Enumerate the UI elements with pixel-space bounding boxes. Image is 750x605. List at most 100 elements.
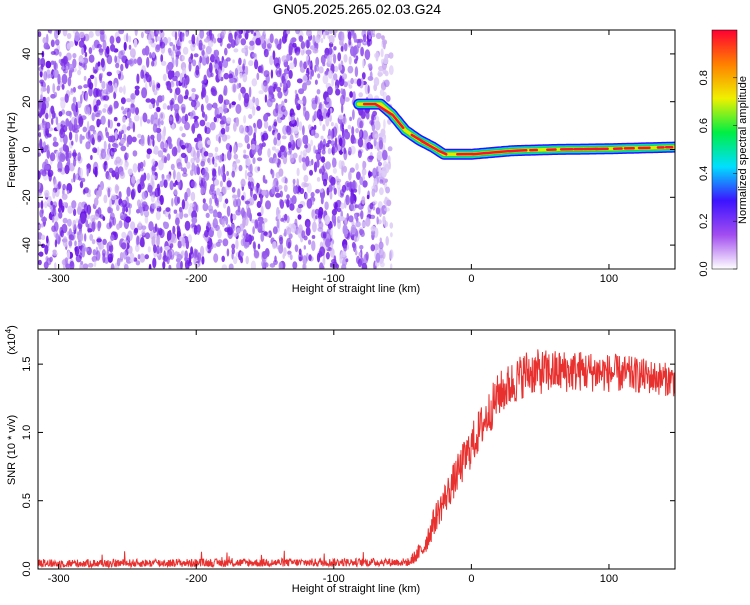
spectrogram-noise-mark (368, 63, 373, 68)
spectrogram-noise-mark (172, 147, 178, 157)
spectrogram-noise-mark (158, 228, 162, 236)
spectrogram-noise-mark (158, 118, 161, 128)
spectrogram-noise-mark (48, 74, 53, 78)
spectrogram-noise-mark (390, 222, 394, 228)
spectrogram-noise-mark (109, 240, 113, 245)
colorbar-tick-label: 0.4 (698, 166, 710, 181)
spectrogram-noise-mark (372, 168, 377, 179)
spectrogram-noise-mark (170, 243, 174, 248)
spectrogram-noise-mark (244, 134, 249, 143)
spectrogram-noise-mark (81, 63, 85, 67)
spectrogram-noise-mark (227, 206, 231, 217)
spectrogram-noise-mark (126, 187, 130, 197)
spectrogram-noise-mark (94, 77, 97, 88)
spectrogram-noise-mark (377, 151, 383, 161)
spectrogram-noise-mark (227, 180, 232, 187)
spectrogram-noise-mark (212, 89, 217, 96)
spectrogram-noise-mark (78, 114, 82, 122)
spectrogram-noise-mark (59, 52, 62, 57)
spectrogram-noise-mark (362, 180, 367, 187)
spectrogram-noise-mark (317, 29, 322, 38)
spectrogram-noise-mark (162, 95, 165, 101)
y-tick-label: 0.5 (21, 493, 33, 508)
spectrogram-noise-mark (388, 146, 393, 151)
spectrogram-noise-mark (148, 221, 153, 231)
spectrogram-noise-mark (333, 54, 336, 64)
spectrogram-noise-mark (110, 234, 114, 241)
spectrogram-noise-mark (280, 145, 285, 152)
spectrogram-noise-mark (67, 33, 72, 39)
spectrogram-noise-mark (107, 207, 111, 214)
spectrogram-noise-mark (218, 94, 223, 103)
spectrogram-noise-mark (47, 97, 50, 102)
spectrogram-noise-mark (315, 209, 320, 215)
spectrogram-noise-mark (189, 203, 194, 207)
spectrogram-noise-mark (213, 38, 216, 44)
spectrogram-noise-mark (241, 38, 247, 45)
spectrogram-noise-mark (292, 195, 297, 204)
spectrogram-noise-mark (59, 148, 62, 152)
chart-title: GN05.2025.265.02.03.G24 (273, 1, 441, 17)
spectrogram-noise-mark (46, 44, 50, 48)
spectrogram-noise-mark (305, 193, 308, 200)
spectrogram-noise-mark (262, 251, 268, 259)
spectrogram-noise-mark (329, 35, 335, 44)
spectrogram-noise-mark (202, 50, 205, 56)
spectrogram-noise-mark (284, 214, 287, 221)
spectrogram-noise-mark (353, 137, 356, 144)
spectrogram-noise-mark (102, 239, 107, 245)
spectrogram-noise-mark (182, 199, 185, 209)
spectrogram-noise-mark (97, 221, 100, 232)
spectrogram-noise-mark (333, 46, 336, 50)
spectrogram-noise-mark (338, 115, 343, 120)
spectrogram-noise-mark (136, 235, 139, 245)
spectrogram-noise-mark (121, 242, 126, 249)
y-tick-label: 1.5 (21, 356, 33, 371)
spectrogram-noise-mark (283, 81, 286, 91)
spectrogram-noise-mark (261, 135, 265, 142)
spectrogram-noise-mark (110, 36, 115, 45)
spectrogram-noise-mark (278, 168, 283, 176)
spectrogram-noise-mark (210, 122, 216, 131)
spectrogram-noise-mark (293, 126, 299, 134)
spectrogram-noise-mark (249, 41, 254, 46)
spectrogram-noise-mark (250, 235, 255, 241)
spectrogram-noise-mark (120, 139, 125, 144)
spectrogram-noise-mark (200, 161, 205, 167)
spectrogram-noise-mark (53, 178, 57, 188)
spectrogram-noise-mark (205, 127, 211, 134)
spectrogram-noise-mark (303, 107, 306, 117)
spectrogram-noise-mark (249, 197, 254, 206)
spectrogram-noise-mark (89, 55, 95, 63)
spectrogram-noise-mark (55, 239, 57, 247)
spectrogram-noise-mark (326, 97, 330, 102)
spectrogram-noise-mark (201, 104, 204, 113)
spectrogram-noise-mark (343, 244, 347, 252)
spectrogram-noise-mark (373, 201, 378, 205)
spectrogram-noise-mark (267, 148, 271, 158)
spectrogram-noise-mark (225, 216, 228, 225)
spectrogram-noise-mark (368, 170, 371, 178)
spectrogram-noise-mark (353, 189, 357, 193)
spectrogram-noise-mark (163, 103, 167, 110)
spectrogram-noise-mark (210, 54, 214, 61)
spectrogram-noise-mark (204, 151, 209, 157)
spectrogram-noise-mark (145, 254, 149, 259)
spectrogram-noise-mark (317, 253, 320, 263)
spectrogram-noise-mark (106, 132, 109, 139)
spectrogram-noise-mark (278, 244, 283, 254)
spectrogram-noise-mark (381, 167, 387, 178)
spectrogram-noise-mark (181, 133, 185, 137)
spectrogram-noise-mark (101, 81, 105, 89)
x-tick-label: -300 (48, 573, 70, 585)
spectrogram-noise-mark (159, 42, 165, 49)
spectrogram-noise-mark (165, 207, 170, 212)
spectrogram-noise-mark (94, 213, 99, 220)
spectrogram-noise-mark (367, 195, 370, 199)
spectrogram-noise-mark (317, 109, 322, 120)
spectrogram-noise-mark (175, 87, 180, 95)
spectrogram-noise-mark (41, 235, 45, 240)
spectrogram-noise-mark (233, 233, 238, 237)
spectrogram-noise-mark (337, 208, 342, 213)
spectrogram-noise-mark (359, 229, 364, 234)
